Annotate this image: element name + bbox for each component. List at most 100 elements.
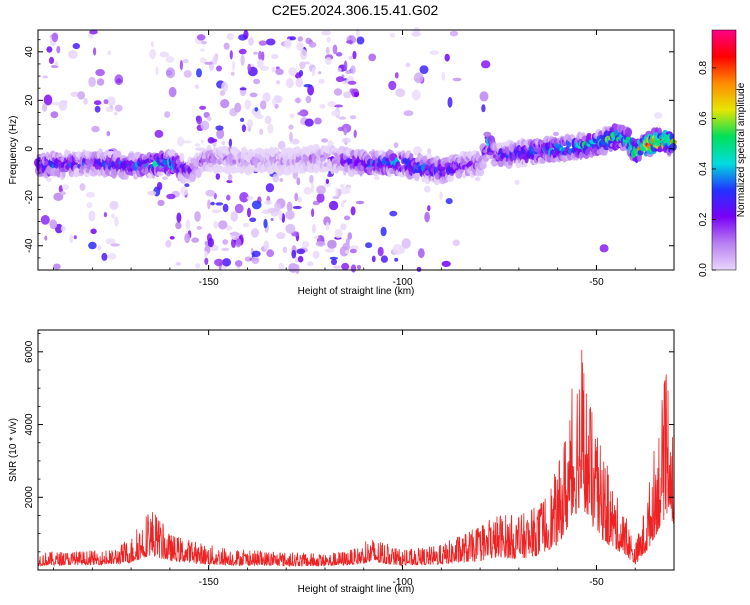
heatmap-ridge-cell xyxy=(69,171,74,178)
heatmap-noise-cell xyxy=(349,248,357,254)
heatmap-noise-cell xyxy=(345,249,350,254)
heatmap-noise-cell xyxy=(204,61,213,65)
heatmap-noise-cell xyxy=(331,258,337,266)
heatmap-noise-cell xyxy=(411,31,421,37)
colorbar-tick-label: 0.4 xyxy=(698,162,709,176)
heatmap-noise-cell xyxy=(114,104,123,112)
heatmap-noise-cell xyxy=(83,98,88,105)
heatmap-noise-cell xyxy=(184,233,191,244)
snr-y-ticks: 2000 4000 6000 xyxy=(24,333,674,553)
heatmap-noise-cell xyxy=(341,137,352,144)
heatmap-noise-cell xyxy=(654,112,663,119)
heatmap-noise-cell xyxy=(481,104,486,113)
heatmap-noise-cell xyxy=(235,238,242,248)
heatmap-noise-cell xyxy=(411,89,421,101)
heatmap-noise-cell xyxy=(247,207,251,218)
heatmap-ridge-cell xyxy=(157,170,164,177)
heatmap-noise-cell xyxy=(309,174,314,184)
heatmap-noise-cell xyxy=(405,62,411,68)
heatmap-noise-cell xyxy=(289,36,296,41)
y-tick-label: 40 xyxy=(24,46,35,58)
y-tick-label: 20 xyxy=(24,94,35,106)
snr-y-axis-label: SNR (10 * v/v) xyxy=(8,418,19,482)
heatmap-ridge-cells xyxy=(34,123,677,186)
heatmap-noise-cell xyxy=(349,245,359,250)
heatmap-noise-cell xyxy=(200,120,210,131)
spectrogram-x-axis-label: Height of straight line (km) xyxy=(298,286,415,297)
heatmap-noise-cell xyxy=(207,199,211,210)
heatmap-noise-cell xyxy=(262,92,271,103)
heatmap-noise-cell xyxy=(176,212,182,223)
heatmap-noise-cell xyxy=(449,30,459,37)
heatmap-noise-cell xyxy=(316,185,326,195)
heatmap-noise-cell xyxy=(180,186,189,196)
heatmap-noise-cell xyxy=(226,225,233,231)
x-tick-label: -50 xyxy=(589,577,604,588)
heatmap-noise-cell xyxy=(50,111,59,119)
heatmap-noise-cell xyxy=(168,86,177,98)
heatmap-noise-cell xyxy=(116,78,122,84)
colorbar-ticks: 0.0 0.2 0.4 0.6 0.8 xyxy=(698,61,716,277)
heatmap-noise-cell xyxy=(154,129,164,138)
heatmap-noise-cell xyxy=(230,211,238,222)
heatmap-noise-cell xyxy=(251,256,260,265)
heatmap-noise-cell xyxy=(288,67,298,76)
heatmap-noise-cell xyxy=(394,257,399,262)
heatmap-noise-cell xyxy=(291,249,297,259)
heatmap-noise-cell xyxy=(230,231,240,240)
heatmap-noise-cell xyxy=(56,45,61,54)
heatmap-noise-cell xyxy=(43,94,53,106)
heatmap-noise-cell xyxy=(307,84,314,96)
heatmap-ridge-cell xyxy=(497,161,504,168)
heatmap-noise-cell xyxy=(53,263,61,270)
heatmap-noise-cell xyxy=(481,60,491,69)
heatmap-noise-cell xyxy=(258,40,267,46)
heatmap-noise-cell xyxy=(276,200,282,205)
heatmap-noise-cell xyxy=(401,238,411,249)
heatmap-noise-cell xyxy=(262,209,269,214)
heatmap-noise-cell xyxy=(288,124,294,130)
heatmap-noise-cell xyxy=(335,187,339,198)
heatmap-noise-cell xyxy=(416,266,422,272)
colorbar-label: Normalized spectral amplitude xyxy=(736,82,747,217)
heatmap-noise-cell xyxy=(46,177,52,182)
heatmap-noise-cell xyxy=(267,207,277,213)
heatmap-noise-cell xyxy=(271,66,276,73)
heatmap-noise-cell xyxy=(155,66,159,76)
heatmap-noise-cell xyxy=(302,241,310,249)
heatmap-noise-cell xyxy=(88,241,97,250)
heatmap-noise-cell xyxy=(333,104,343,108)
heatmap-noise-cell xyxy=(51,101,61,106)
heatmap-noise-cell xyxy=(324,248,335,253)
heatmap-noise-cell xyxy=(195,263,201,269)
heatmap-noise-cell xyxy=(194,143,201,147)
heatmap-noise-cell xyxy=(234,102,242,113)
heatmap-noise-cell xyxy=(247,63,251,72)
heatmap-ridge-cell xyxy=(447,174,455,183)
heatmap-noise-cell xyxy=(350,206,356,216)
snr-frame xyxy=(37,329,675,571)
heatmap-noise-cell xyxy=(294,192,299,202)
heatmap-noise-cell xyxy=(349,115,357,120)
y-tick-label: 2000 xyxy=(24,486,35,509)
x-tick-label: -50 xyxy=(589,277,604,288)
colorbar-frame xyxy=(711,29,737,271)
heatmap-noise-cell xyxy=(278,262,285,271)
heatmap-noise-cell xyxy=(166,193,176,200)
heatmap-noise-cell xyxy=(77,91,86,100)
heatmap-noise-cell xyxy=(248,37,254,46)
heatmap-noise-cell xyxy=(111,213,115,219)
heatmap-noise-cell xyxy=(175,221,182,230)
heatmap-noise-cell xyxy=(332,195,340,200)
heatmap-noise-cell xyxy=(315,241,326,247)
heatmap-ridge-cell xyxy=(669,143,677,151)
heatmap-noise-cell xyxy=(394,72,399,79)
heatmap-noise-cell xyxy=(210,201,215,206)
heatmap-noise-cell xyxy=(199,105,207,110)
heatmap-noise-cell xyxy=(296,42,304,51)
heatmap-noise-cell xyxy=(109,105,113,109)
heatmap-noise-cell xyxy=(288,81,294,86)
heatmap-noise-cell xyxy=(285,210,295,220)
heatmap-noise-cell xyxy=(206,116,212,121)
heatmap-noise-cell xyxy=(215,173,220,180)
